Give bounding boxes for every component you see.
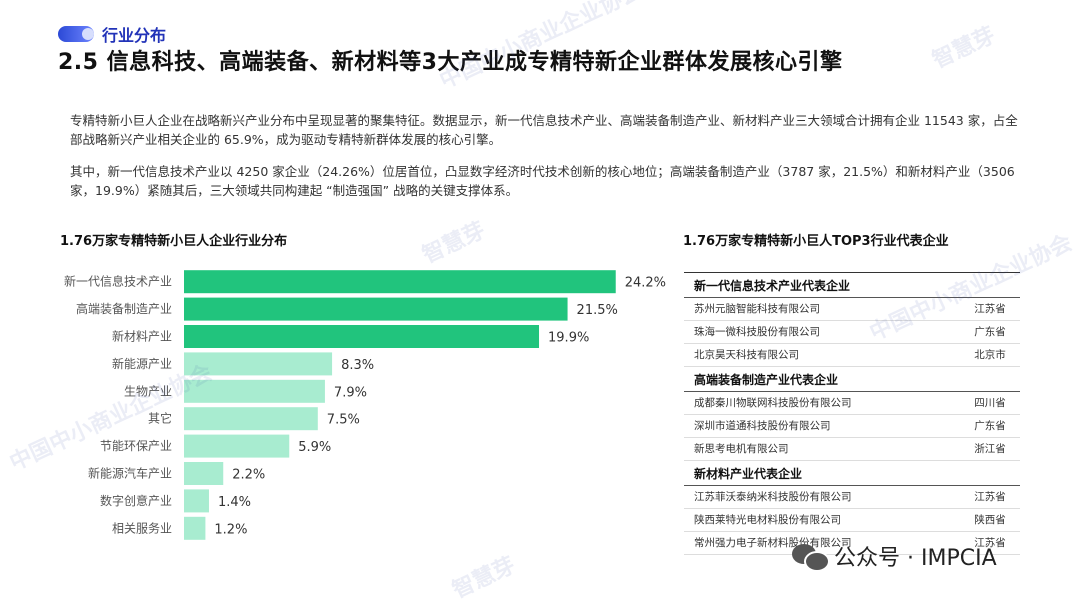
wechat-icon: [790, 541, 830, 572]
wechat-footer: 公众号 · IMPCIA: [790, 540, 997, 572]
company-province: 四川省: [974, 397, 1006, 409]
table-group-header: 新材料产业代表企业: [684, 461, 1020, 486]
category-label: 高端装备制造产业: [76, 301, 172, 316]
company-province: 广东省: [974, 420, 1006, 432]
table-group-header: 高端装备制造产业代表企业: [684, 367, 1020, 392]
bar-value-label: 21.5%: [577, 303, 618, 318]
bar: [184, 407, 318, 431]
category-label: 生物产业: [124, 384, 172, 398]
company-province: 江苏省: [974, 491, 1006, 503]
intro-paragraph-1: 专精特新小巨人企业在战略新兴产业分布中呈现显著的聚集特征。数据显示，新一代信息技…: [70, 112, 1018, 147]
company-name: 陕西莱特光电材料股份有限公司: [694, 514, 841, 526]
bar: [184, 270, 616, 294]
bar-value-label: 19.9%: [548, 331, 589, 346]
table-row: 深圳市道通科技股份有限公司 广东省: [684, 415, 1020, 438]
watermark: 智慧芽: [928, 22, 1000, 74]
page-title: 2.5 信息科技、高端装备、新材料等3大产业成专精特新企业群体发展核心引擎: [58, 50, 843, 75]
section-tag: 行业分布: [58, 22, 166, 46]
bar: [184, 434, 290, 458]
company-province: 江苏省: [974, 303, 1006, 315]
bar: [184, 325, 540, 348]
bar: [184, 516, 206, 540]
representative-companies-table: 新一代信息技术产业代表企业 苏州元脑智能科技有限公司 江苏省 珠海一微科技股份有限公司…: [684, 272, 1020, 555]
section-pill-icon: [58, 26, 94, 42]
bar: [184, 379, 325, 403]
bar-value-label: 7.9%: [334, 385, 367, 400]
bar-value-label: 8.3%: [341, 358, 374, 373]
company-province: 陕西省: [974, 514, 1006, 526]
bar-value-label: 24.2%: [625, 276, 666, 291]
category-label: 相关服务业: [112, 520, 172, 535]
section-label: 行业分布: [102, 26, 167, 45]
table-row: 陕西莱特光电材料股份有限公司 陕西省: [684, 509, 1020, 532]
table-group-header: 新一代信息技术产业代表企业: [684, 273, 1020, 298]
category-label: 新材料产业: [112, 329, 172, 344]
company-name: 成都秦川物联网科技股份有限公司: [694, 397, 852, 409]
bar-value-label: 7.5%: [327, 413, 360, 428]
category-label: 节能环保产业: [100, 439, 172, 453]
bar: [184, 489, 209, 513]
category-label: 新能源汽车产业: [88, 466, 172, 481]
table-row: 新思考电机有限公司 浙江省: [684, 438, 1020, 461]
company-province: 北京市: [974, 349, 1006, 361]
bar-value-label: 1.4%: [218, 495, 251, 510]
company-province: 广东省: [974, 326, 1006, 338]
bar: [184, 462, 224, 485]
category-label: 数字创意产业: [100, 493, 172, 508]
watermark: 智慧芽: [448, 552, 520, 604]
table-title: 1.76万家专精特新小巨人TOP3行业代表企业: [683, 234, 949, 249]
company-name: 北京昊天科技有限公司: [694, 349, 799, 361]
company-province: 浙江省: [974, 443, 1006, 455]
category-label: 其它: [148, 411, 172, 426]
bar: [184, 297, 568, 321]
bar-value-label: 1.2%: [214, 522, 247, 537]
bar-chart: 新一代信息技术产业 24.2% 高端装备制造产业 21.5% 新材料产业 19.9% 新能源…: [64, 270, 666, 540]
company-name: 新思考电机有限公司: [694, 443, 789, 455]
wechat-account-text: 公众号 · IMPCIA: [834, 546, 997, 571]
company-name: 苏州元脑智能科技有限公司: [694, 303, 820, 315]
chart-title: 1.76万家专精特新小巨人企业行业分布: [60, 234, 288, 249]
bar: [184, 352, 333, 376]
bar-value-label: 2.2%: [232, 468, 265, 483]
intro-paragraph-2: 其中，新一代信息技术产业以 4250 家企业（24.26%）位居首位，凸显数字经…: [70, 163, 1015, 198]
company-name: 江苏菲沃泰纳米科技股份有限公司: [694, 491, 852, 503]
company-name: 深圳市道通科技股份有限公司: [694, 420, 831, 432]
table-row: 苏州元脑智能科技有限公司 江苏省: [684, 298, 1020, 321]
company-province: 江苏省: [974, 537, 1006, 549]
table-row: 珠海一微科技股份有限公司 广东省: [684, 321, 1020, 344]
table-row: 北京昊天科技有限公司 北京市: [684, 344, 1020, 367]
company-name: 珠海一微科技股份有限公司: [694, 326, 820, 338]
bar-value-label: 5.9%: [298, 440, 331, 455]
table-row: 成都秦川物联网科技股份有限公司 四川省: [684, 392, 1020, 415]
table-row: 江苏菲沃泰纳米科技股份有限公司 江苏省: [684, 486, 1020, 509]
watermark: 智慧芽: [418, 217, 490, 269]
category-label: 新能源产业: [112, 356, 172, 371]
category-label: 新一代信息技术产业: [64, 274, 172, 289]
